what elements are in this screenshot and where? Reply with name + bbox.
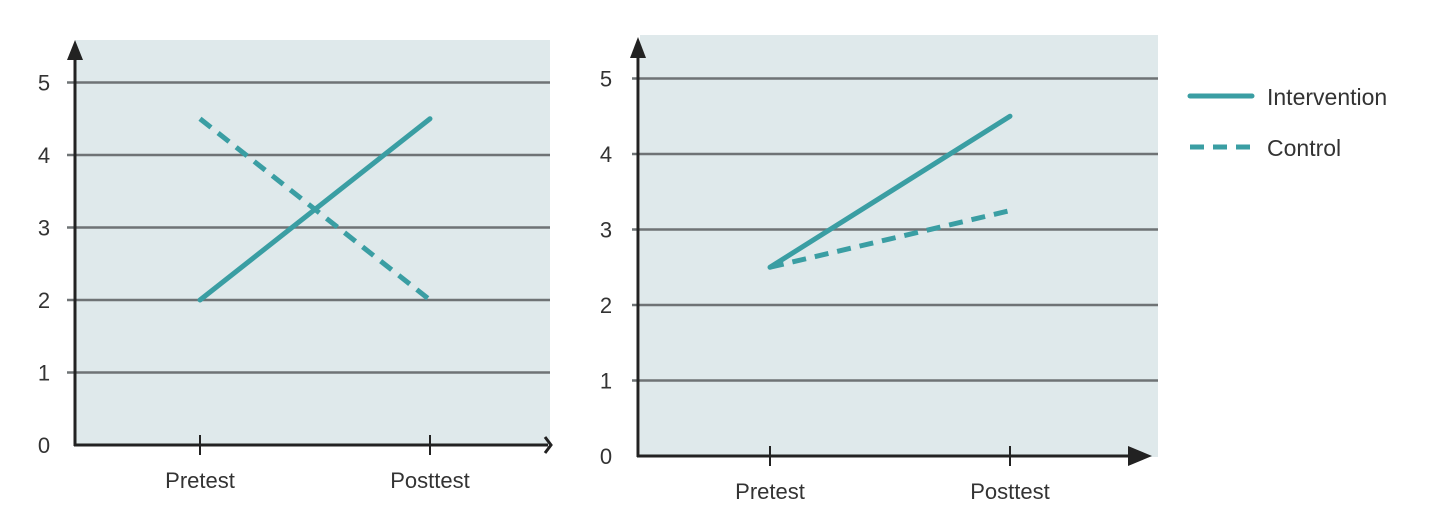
y-tick-label: 0	[600, 444, 612, 469]
y-tick-label: 2	[600, 293, 612, 318]
x-category-label: Posttest	[390, 468, 469, 493]
legend-label: Control	[1267, 135, 1341, 161]
y-tick-label: 1	[600, 369, 612, 394]
chart-left: 0 1 2 3 4 5 Pretest Posttest	[38, 40, 553, 493]
x-axis-arrow-icon	[1128, 446, 1152, 466]
y-tick-label: 4	[38, 143, 50, 168]
y-tick-label: 4	[600, 142, 612, 167]
y-tick-label: 5	[38, 71, 50, 96]
chart-right: 0 1 2 3 4 5 Pretest Posttest	[600, 35, 1158, 504]
series-line-intervention	[767, 113, 1013, 270]
series-line-control	[198, 116, 432, 302]
y-tick-labels: 0 1 2 3 4 5	[38, 71, 50, 459]
x-category-labels: Pretest Posttest	[165, 435, 470, 493]
plot-background	[640, 35, 1158, 457]
plot-background	[75, 40, 550, 445]
y-tick-label: 3	[38, 216, 50, 241]
y-tick-label: 0	[38, 433, 50, 458]
legend-item-control: Control	[1190, 135, 1341, 161]
x-category-label: Pretest	[735, 479, 805, 504]
legend-item-intervention: Intervention	[1187, 84, 1387, 110]
legend: Intervention Control	[1187, 84, 1387, 161]
y-axis-arrow-icon	[67, 40, 83, 60]
y-tick-label: 2	[38, 288, 50, 313]
legend-label: Intervention	[1267, 84, 1387, 110]
x-category-label: Posttest	[970, 479, 1049, 504]
y-tick-label: 3	[600, 218, 612, 243]
x-axis-arrow-icon	[543, 436, 553, 454]
series-lines	[197, 116, 433, 303]
gridlines	[67, 81, 550, 374]
series-lines	[767, 113, 1013, 270]
series-line-control	[769, 208, 1011, 270]
y-tick-labels: 0 1 2 3 4 5	[600, 67, 612, 470]
y-tick-label: 1	[38, 361, 50, 386]
x-category-labels: Pretest Posttest	[735, 446, 1050, 504]
x-category-label: Pretest	[165, 468, 235, 493]
y-axis-arrow-icon	[630, 37, 646, 58]
gridlines	[632, 77, 1158, 382]
y-tick-label: 5	[600, 67, 612, 92]
